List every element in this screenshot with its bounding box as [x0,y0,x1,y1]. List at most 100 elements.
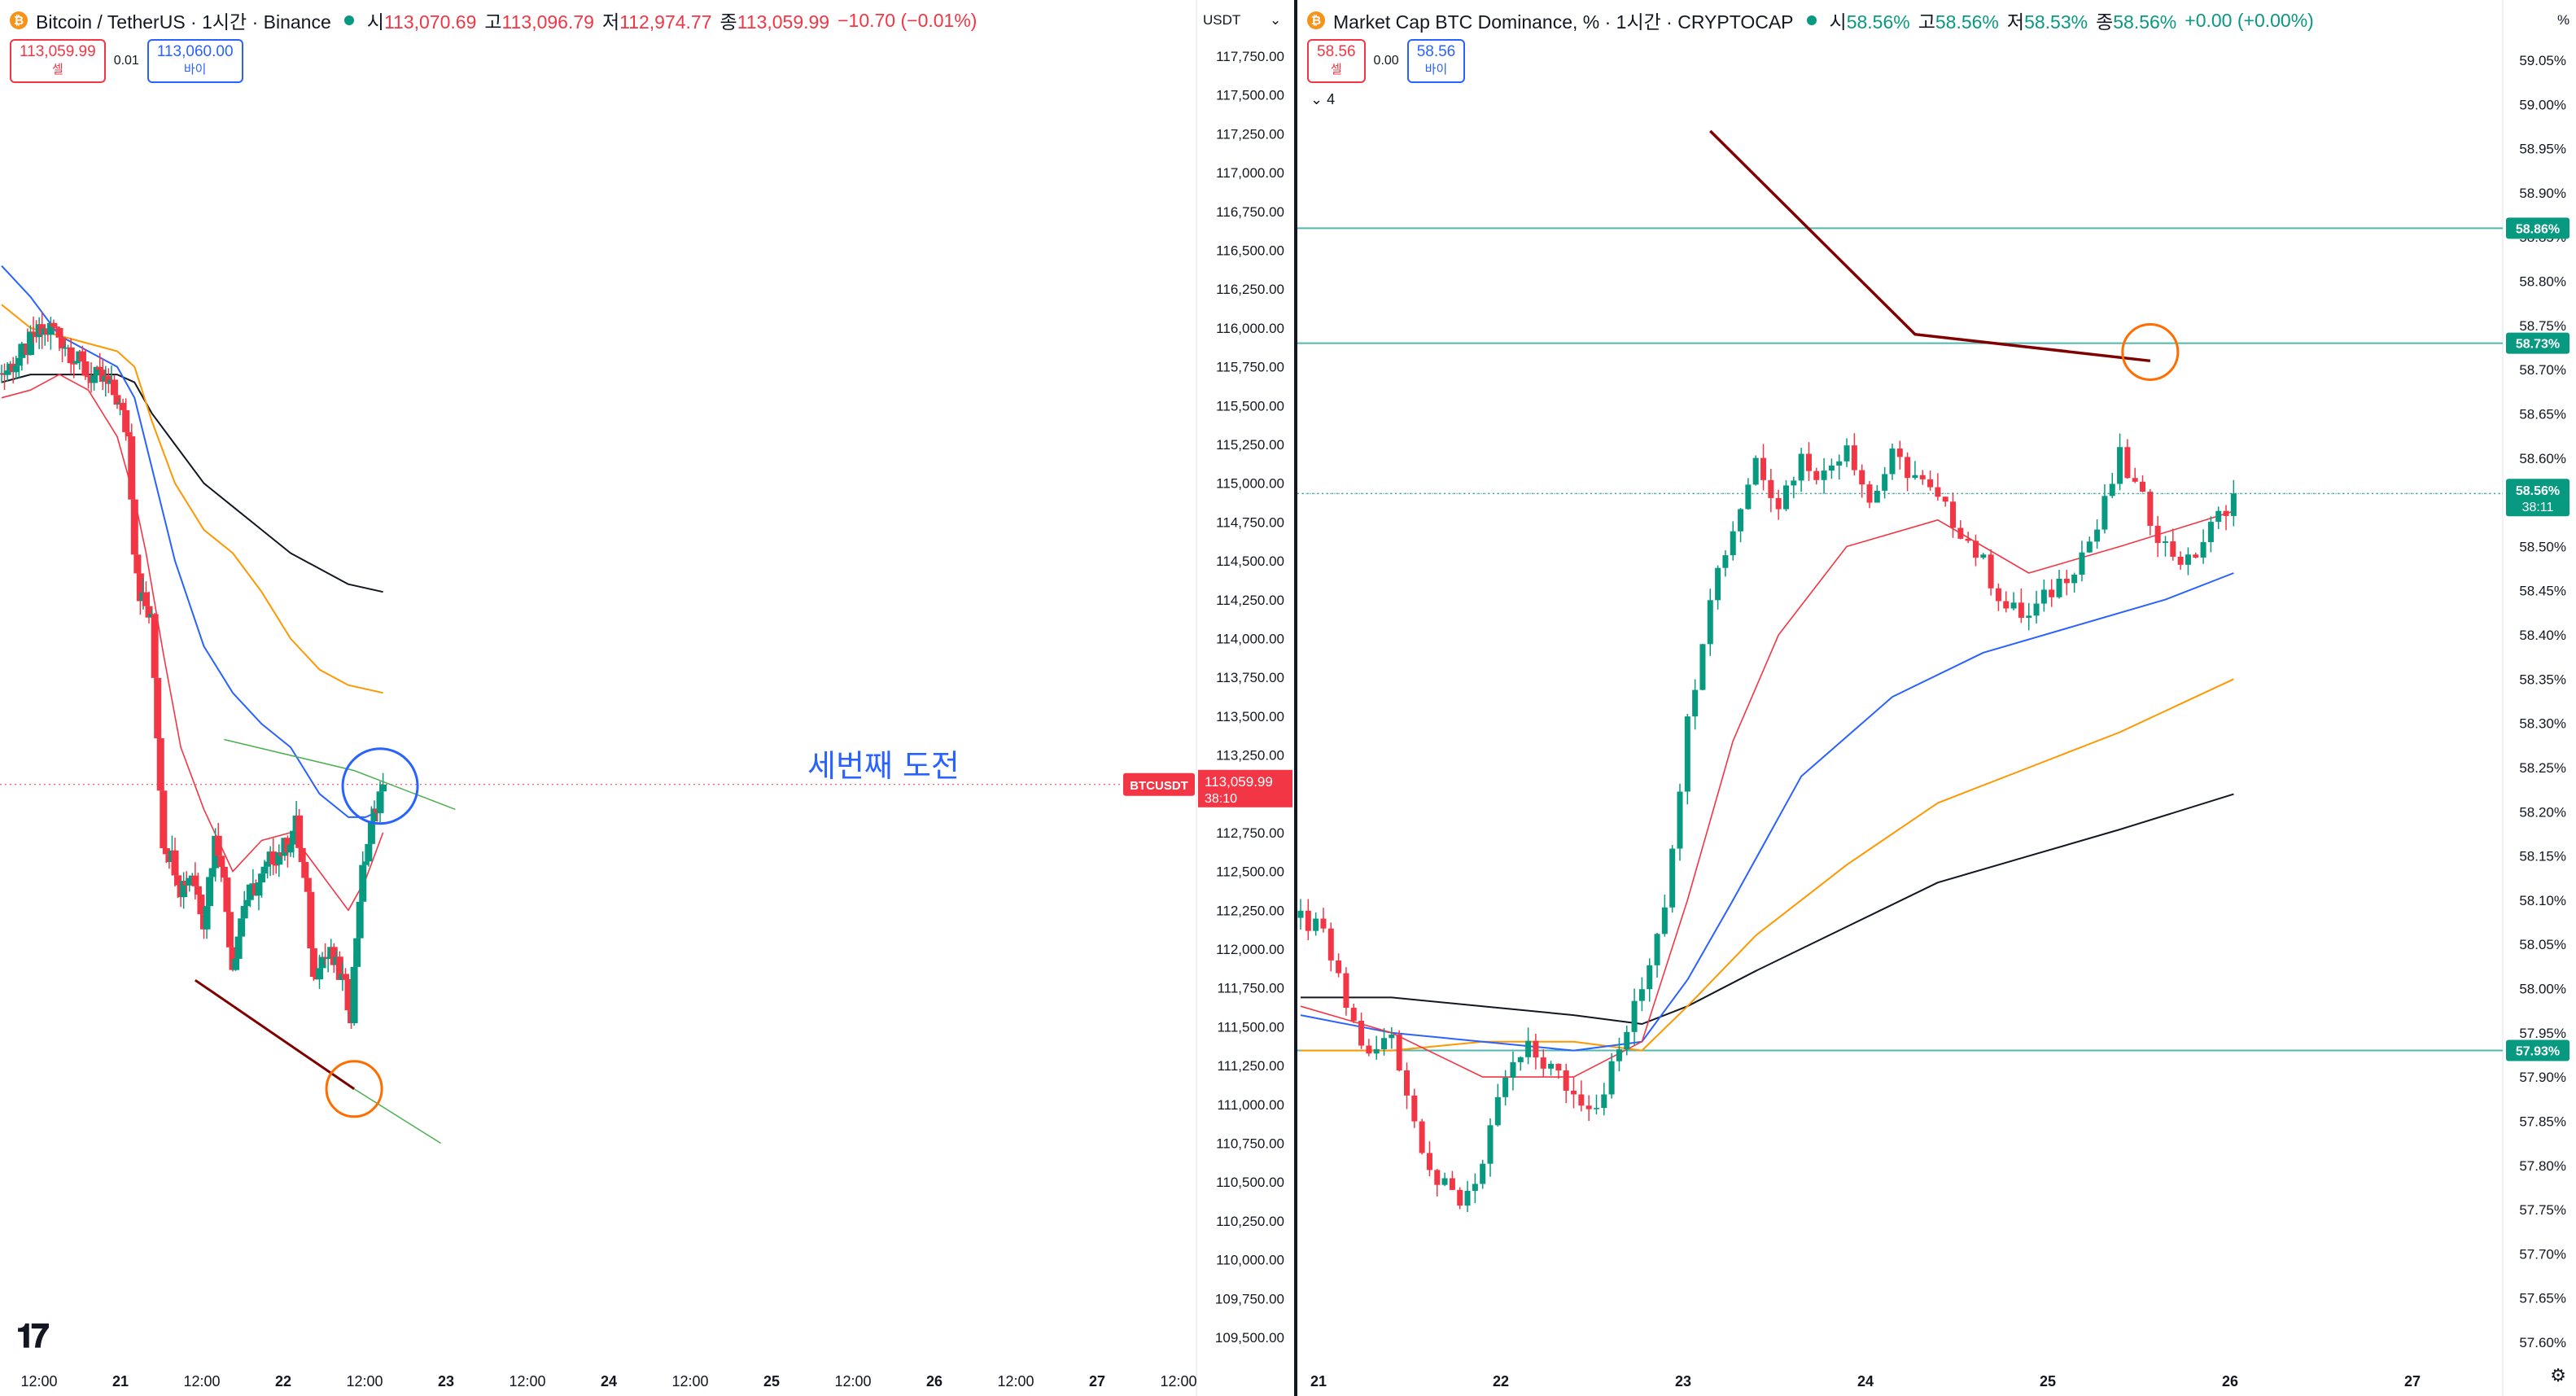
close-label: 종 [2096,11,2114,33]
candle [1350,1004,1357,1024]
btc-symbol-title[interactable]: Bitcoin / TetherUS · 1시간 · Binance [36,11,331,33]
candle-body [113,395,121,405]
candle-body [318,956,326,969]
candle-body [67,347,75,364]
x-tick-label: 12:00 [997,1373,1034,1389]
eye-icon[interactable] [343,15,354,25]
change-value: +0.00 (+0.00%) [2185,9,2314,31]
gear-icon[interactable]: ⚙ [2550,1365,2566,1385]
candle-body [1343,973,1349,1009]
candle [1942,496,1948,507]
candle-body [1745,484,1752,510]
candle [1859,464,1865,498]
candle-body [1851,445,1857,470]
candle-body [234,936,243,959]
candle-body [272,864,280,866]
candle-body [359,864,367,902]
candle [309,937,317,981]
close-value: 58.56% [2113,11,2177,33]
ema-black-line [1,374,383,593]
x-tick-label: 22 [275,1373,291,1389]
candle [1836,454,1843,480]
candle-body [1608,1061,1615,1095]
tradingview-logo-icon[interactable]: 𝟏𝟕 [16,1319,50,1354]
candle-body [1828,465,1835,471]
candle-body [180,881,188,898]
candle-body [1889,449,1896,475]
candle-body [1585,1105,1592,1109]
candle [128,423,136,514]
candle [130,488,138,560]
candle [1297,899,1304,930]
candle [1624,1026,1630,1056]
x-tick-label: 12:00 [183,1373,220,1389]
candle [1449,1171,1455,1191]
candle-body [1699,644,1706,690]
candle [1525,1027,1532,1065]
candle-body [2071,574,2078,584]
candle-body [59,337,67,348]
candle-body [2132,478,2138,482]
y-tick-label: 58.10% [2519,893,2566,908]
candle-body [1707,600,1713,645]
level-tag-bg [2506,1039,2569,1061]
btc-chart-pane[interactable]: 117,750.00 117,500.00 117,250.00 117,000.00… [0,0,1294,1396]
candle-body [1525,1040,1532,1057]
candle-body [2170,541,2176,557]
candle [59,328,67,362]
currency-label: USDT [1203,12,1240,28]
candle-body [324,957,332,960]
dominance-trade-panel: 58.56 셀 0.00 58.56 바이 [1307,39,1466,83]
candle-body [2207,522,2214,543]
y-tick-label: 58.90% [2519,186,2566,201]
sell-button[interactable]: 58.56 셀 [1307,39,1366,83]
candle [214,823,222,856]
candle [145,591,153,624]
candle-body [1722,555,1729,568]
ema-red-line [1300,510,2234,1078]
buy-button[interactable]: 58.56 바이 [1406,39,1466,83]
candle-body [110,379,118,396]
candle [1494,1083,1501,1127]
x-tick-label: 12:00 [834,1373,871,1389]
eye-icon[interactable] [1806,15,1817,25]
candle [307,882,315,954]
candle [206,871,214,920]
candle-body [154,677,162,739]
candle [2071,572,2078,593]
candle-body [1775,497,1782,510]
ema-red-line [1,374,384,912]
candle-body [1988,554,1994,589]
y-tick-label: 109,500.00 [1215,1330,1284,1346]
candle [1813,467,1820,485]
candle [1578,1080,1585,1112]
symbol-tag-bg [1123,772,1195,796]
candle [98,358,107,391]
candle [1555,1063,1562,1079]
candle-body [27,331,34,356]
sell-button[interactable]: 113,059.99 셀 [10,39,106,83]
candle-body [1327,928,1334,961]
indicator-toggle[interactable]: ⌄ 4 [1310,91,1335,108]
open-value: 58.56% [1846,11,1910,33]
candle-body [156,738,164,791]
y-tick-label: 110,250.00 [1216,1214,1284,1229]
dominance-chart-canvas[interactable]: 59.05%59.00%58.95%58.90%58.85%58.80%58.7… [1297,0,2576,1396]
candle-body [2193,554,2199,558]
candle [1373,1035,1380,1060]
candle-body [52,326,60,328]
y-tick-label: 58.40% [2519,628,2566,643]
candle [1950,492,1957,538]
candle-body [1669,848,1676,908]
candle [2063,569,2070,596]
buy-button[interactable]: 113,060.00 바이 [147,39,243,83]
dominance-chart-pane[interactable]: 59.05%59.00%58.95%58.90%58.85%58.80%58.7… [1294,0,2576,1396]
btc-chart-canvas[interactable]: 117,750.00 117,500.00 117,250.00 117,000.00… [0,0,1294,1396]
candle-body [1912,475,1918,479]
candle-body [344,978,352,1011]
dominance-symbol-title[interactable]: Market Cap BTC Dominance, % · 1시간 · CRYP… [1333,11,1794,33]
candle [2101,484,2108,534]
candle [1791,476,1797,499]
candle-body [1859,470,1865,485]
candle-body [275,852,283,865]
